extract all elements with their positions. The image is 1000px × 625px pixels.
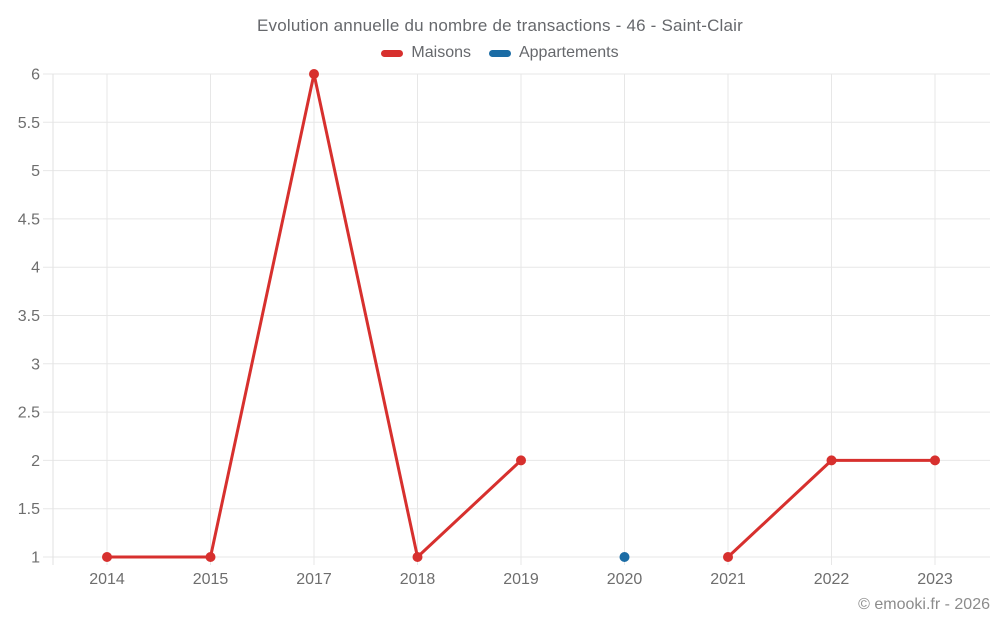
x-axis-tick-label: 2022 bbox=[814, 571, 850, 588]
x-axis-tick-label: 2017 bbox=[296, 571, 332, 588]
y-axis-tick-label: 2.5 bbox=[18, 405, 40, 422]
data-point-maisons[interactable] bbox=[516, 455, 526, 466]
data-point-maisons[interactable] bbox=[723, 552, 733, 562]
y-axis-tick-label: 3 bbox=[31, 356, 40, 373]
y-axis-tick-label: 1 bbox=[31, 550, 40, 567]
x-axis-tick-label: 2015 bbox=[193, 571, 229, 588]
y-axis-tick-label: 3.5 bbox=[18, 308, 40, 325]
data-point-maisons[interactable] bbox=[826, 455, 837, 466]
legend-item-appartements[interactable]: Appartements bbox=[488, 44, 619, 62]
x-axis-tick-label: 2020 bbox=[607, 571, 643, 588]
y-axis-tick-label: 5 bbox=[31, 163, 40, 180]
y-axis-tick-label: 4 bbox=[31, 260, 40, 277]
x-axis-tick-label: 2023 bbox=[917, 571, 953, 588]
watermark: © emooki.fr - 2026 bbox=[858, 596, 990, 613]
y-axis-tick-label: 5.5 bbox=[18, 115, 40, 132]
legend-swatch-maisons-icon bbox=[381, 49, 404, 57]
data-point-maisons[interactable] bbox=[102, 552, 112, 562]
data-point-maisons[interactable] bbox=[205, 552, 216, 562]
x-axis-tick-label: 2018 bbox=[400, 571, 436, 588]
data-point-appartements[interactable] bbox=[619, 552, 630, 562]
legend-label-maisons: Maisons bbox=[411, 44, 471, 61]
y-axis-tick-label: 4.5 bbox=[18, 211, 40, 228]
legend-item-maisons[interactable]: Maisons bbox=[381, 44, 471, 62]
y-axis-tick-label: 2 bbox=[31, 453, 40, 470]
y-axis-tick-label: 1.5 bbox=[18, 501, 40, 518]
legend-label-appartements: Appartements bbox=[518, 44, 619, 61]
y-axis-tick-label: 6 bbox=[31, 67, 40, 84]
chart-title: Evolution annuelle du nombre de transact… bbox=[256, 16, 744, 35]
legend-swatch-appartements-icon bbox=[488, 49, 511, 57]
data-point-maisons[interactable] bbox=[930, 455, 940, 466]
x-axis-tick-label: 2019 bbox=[503, 571, 539, 588]
x-axis-tick-label: 2021 bbox=[710, 571, 746, 588]
data-point-maisons[interactable] bbox=[412, 552, 423, 562]
chart-legend: Maisons Appartements bbox=[0, 44, 1000, 62]
x-axis-tick-label: 2014 bbox=[89, 571, 125, 588]
data-point-maisons[interactable] bbox=[309, 69, 319, 79]
